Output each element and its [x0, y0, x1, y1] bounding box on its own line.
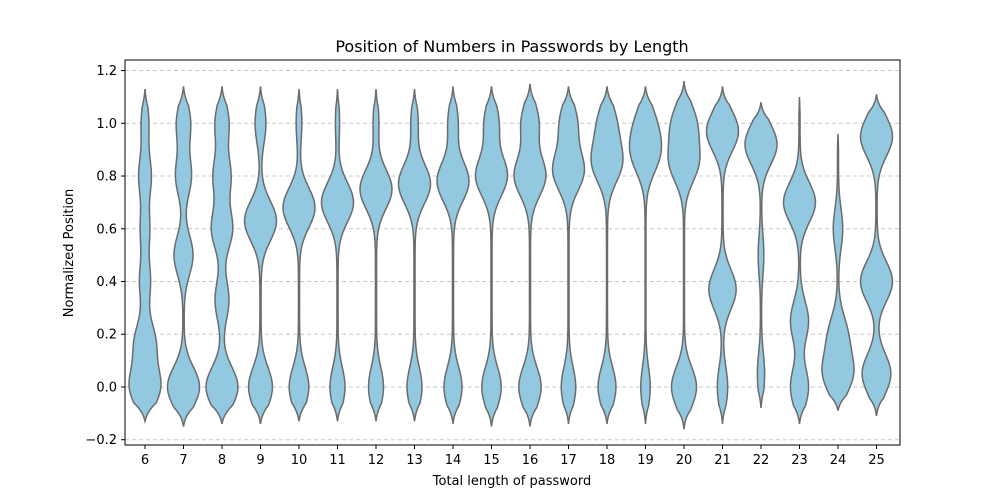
x-tick-label: 10 [291, 453, 308, 468]
violin-12 [359, 88, 393, 422]
x-tick-label: 19 [637, 453, 654, 468]
x-tick-label: 11 [329, 453, 346, 468]
y-tick-label: 0.8 [96, 170, 117, 185]
violin-layer [128, 81, 894, 430]
y-tick-label: 0.4 [96, 275, 117, 290]
x-tick-label: 25 [868, 453, 885, 468]
violin-24 [821, 133, 855, 411]
violin-8 [205, 86, 239, 425]
violin-21 [705, 86, 740, 424]
x-tick-label: 12 [368, 453, 385, 468]
x-tick-label: 16 [522, 453, 539, 468]
y-tick-label: 0.6 [96, 222, 117, 237]
x-tick-label: 17 [560, 453, 577, 468]
violin-17 [551, 86, 586, 424]
grid-layer [125, 70, 900, 441]
violin-22 [744, 102, 778, 409]
x-tick-label: 15 [483, 453, 500, 468]
x-tick-label: 7 [179, 453, 187, 468]
y-axis-label: Normalized Position [62, 189, 77, 317]
violin-11 [320, 88, 355, 422]
x-tick-label: 18 [599, 453, 616, 468]
x-tick-label: 9 [256, 453, 264, 468]
violin-15 [474, 86, 509, 427]
y-axis-ticks: −0.2 0.0 0.2 0.4 0.6 0.8 1.0 1.2 [85, 64, 125, 448]
violin-16 [513, 83, 547, 427]
x-tick-label: 22 [753, 453, 770, 468]
y-tick-label: 0.2 [96, 328, 117, 343]
x-tick-label: 8 [218, 453, 226, 468]
y-tick-label: 0.0 [96, 380, 117, 395]
y-tick-label: 1.0 [96, 117, 117, 132]
y-tick-label: −0.2 [85, 433, 117, 448]
y-tick-label: 1.2 [96, 64, 117, 79]
violin-13 [397, 88, 432, 422]
violin-18 [590, 86, 624, 425]
violin-20 [667, 81, 701, 430]
x-tick-label: 14 [445, 453, 462, 468]
x-tick-label: 13 [406, 453, 423, 468]
x-tick-label: 21 [714, 453, 731, 468]
x-axis-label: Total length of password [432, 474, 591, 489]
x-tick-label: 6 [141, 453, 149, 468]
violin-10 [282, 88, 316, 422]
violin-25 [859, 94, 894, 417]
plot-frame [124, 59, 901, 446]
violin-23 [782, 96, 817, 425]
violin-14 [436, 86, 470, 425]
violin-9 [243, 86, 278, 425]
chart-title: Position of Numbers in Passwords by Leng… [335, 37, 688, 56]
x-tick-label: 20 [676, 453, 693, 468]
violin-6 [128, 88, 162, 425]
x-tick-label: 24 [830, 453, 847, 468]
x-tick-label: 23 [791, 453, 808, 468]
x-axis-ticks: 6 7 8 9 10 11 12 13 14 15 16 17 18 19 20 21 22 23 24 25 [141, 445, 885, 468]
violin-7 [166, 86, 201, 427]
violin-19 [628, 86, 663, 424]
